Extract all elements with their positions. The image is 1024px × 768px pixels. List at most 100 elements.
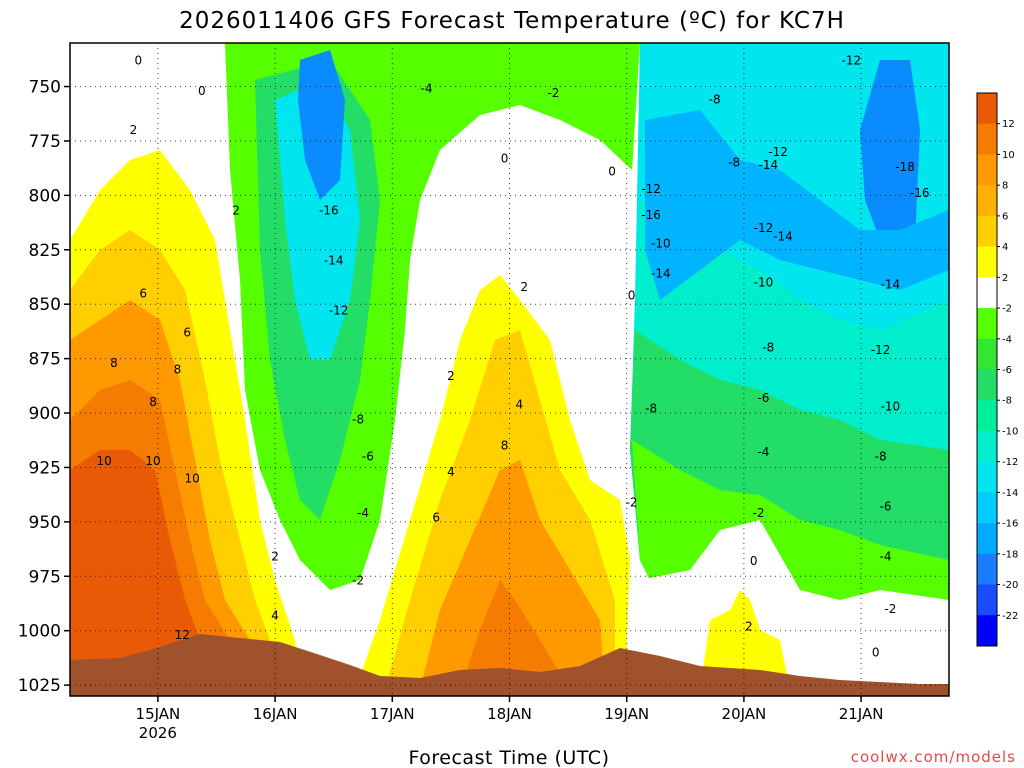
x-tick-label-6: 21JAN [839,705,884,723]
x-tick-sublabel-0: 2026 [139,724,177,742]
contour-label-55: -14 [881,278,901,292]
colorbar-swatch-15 [977,553,997,586]
contour-label-6: 8 [110,356,118,370]
contour-label-28: 4 [447,465,455,479]
region-center-cold-core [298,50,345,200]
colorbar-swatch-12 [977,461,997,493]
contour-label-44: -14 [773,230,793,244]
contour-label-56: -12 [871,343,891,357]
contour-label-21: -2 [352,574,364,588]
contour-label-12: 12 [175,628,190,642]
credit-link[interactable]: coolwx.com/models [851,748,1016,766]
colorbar-swatch-14 [977,523,997,555]
contour-label-37: -12 [641,182,661,196]
colorbar-label-11: -12 [1002,457,1018,468]
y-tick-label-7: 925 [29,458,61,478]
contour-label-43: -12 [754,221,774,235]
contour-label-24: 0 [501,151,509,165]
colorbar-swatch-1 [977,123,997,155]
y-tick-label-3: 825 [29,241,61,261]
colorbar-label-2: 8 [1002,181,1008,192]
contour-label-58: -8 [875,450,887,464]
contour-label-8: 8 [149,395,157,409]
colorbar-swatch-2 [977,154,997,186]
contour-label-57: -10 [881,400,901,414]
y-tick-label-9: 975 [29,567,61,587]
colorbar-label-3: 6 [1002,211,1008,222]
colorbar-label-4: 4 [1002,242,1008,253]
contour-label-30: 6 [432,511,440,525]
contour-label-17: -12 [329,304,349,318]
y-tick-label-10: 1000 [18,622,61,642]
colorbar-label-16: -22 [1002,611,1018,622]
y-tick-label-4: 850 [29,295,61,315]
contour-label-2: 2 [130,123,138,137]
contour-label-27: 2 [520,280,528,294]
colorbar-swatch-7 [977,308,997,340]
y-tick-label-0: 750 [29,78,61,98]
y-axis: 750 775 800 825 850 875 900 925 950 975 1000 1025 [18,78,70,696]
contour-label-32: 0 [628,288,636,302]
contour-label-36: -8 [728,156,740,170]
y-tick-label-5: 875 [29,350,61,370]
colorbar-swatch-10 [977,400,997,432]
colorbar-label-13: -16 [1002,519,1018,530]
contour-label-13: 2 [271,550,279,564]
contour-label-11: 10 [184,471,199,485]
region-east-warm-dip [700,590,790,690]
colorbar-label-7: -4 [1002,334,1012,345]
contour-label-54: -16 [910,186,930,200]
contour-label-51: 2 [745,619,753,633]
contour-label-60: -4 [880,550,892,564]
contour-label-4: 6 [139,286,147,300]
contour-label-42: -14 [759,158,779,172]
contour-label-39: -10 [651,236,671,250]
contour-label-33: -2 [626,495,638,509]
contour-label-1: 0 [198,84,206,98]
contour-label-9: 10 [97,454,112,468]
contour-label-26: 2 [447,369,455,383]
contour-label-53: -18 [895,160,915,174]
temperature-field [70,43,949,696]
x-tick-label-0: 15JAN [136,705,181,723]
colorbar-swatch-6 [977,277,997,309]
contour-label-41: -12 [768,145,788,159]
x-tick-label-2: 17JAN [370,705,415,723]
contour-label-47: -6 [757,391,769,405]
contour-label-52: -12 [842,53,862,67]
contour-label-40: -14 [651,267,671,281]
colorbar-swatch-11 [977,430,997,463]
contour-label-35: -8 [709,93,721,107]
colorbar-swatch-13 [977,492,997,524]
contour-label-34: -8 [645,402,657,416]
contour-label-50: 0 [750,554,758,568]
contour-label-38: -16 [641,208,661,222]
contour-label-0: 0 [135,53,143,67]
region-east-cold-core [645,110,949,300]
contour-label-7: 8 [174,363,182,377]
colorbar-label-0: 12 [1002,119,1015,130]
contour-label-46: -8 [762,341,774,355]
contour-label-48: -4 [757,445,769,459]
x-tick-label-4: 19JAN [604,705,649,723]
region-west-plus10 [70,450,215,690]
y-tick-label-2: 800 [29,186,61,206]
region-center-plus6 [420,460,605,690]
contour-label-23: -2 [547,86,559,100]
contour-label-15: -16 [319,204,339,218]
contour-label-3: 2 [232,204,240,218]
y-tick-label-1: 775 [29,132,61,152]
ground-surface [70,634,949,696]
contour-label-5: 6 [183,325,191,339]
colorbar-swatch-9 [977,369,997,401]
contour-label-14: 4 [271,608,279,622]
colorbar-swatch-16 [977,584,997,616]
contour-label-62: 0 [872,645,880,659]
y-tick-label-11: 1025 [18,676,61,696]
contour-label-18: -8 [352,413,364,427]
colorbar-swatch-4 [977,215,997,248]
x-tick-label-3: 18JAN [487,705,532,723]
